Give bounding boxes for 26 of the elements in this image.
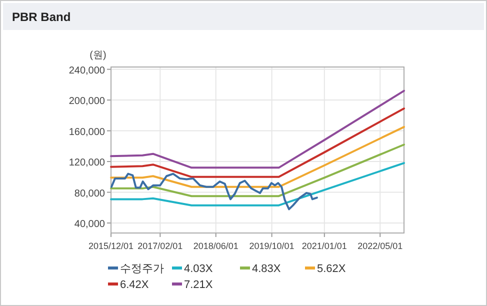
legend-label: 4.03X (184, 263, 214, 275)
x-tick-label: 2015/12/01 (88, 241, 134, 251)
legend-label: 4.83X (252, 263, 282, 275)
legend-label: 6.42X (120, 279, 150, 291)
line-series (110, 144, 405, 198)
line-series (110, 126, 405, 188)
chart-title: PBR Band (12, 10, 71, 24)
y-tick-label: 240,000 (68, 65, 106, 76)
y-tick-label: 40,000 (74, 219, 106, 230)
legend-label: 수정주가 (120, 263, 164, 275)
x-tick-label: 2019/10/01 (249, 241, 294, 251)
line-series (110, 108, 405, 178)
x-tick-label: 2017/02/01 (138, 241, 183, 251)
x-tick-label: 2021/01/01 (302, 241, 347, 251)
line-series (110, 90, 405, 169)
legend-label: 7.21X (184, 279, 214, 291)
y-tick-label: 80,000 (74, 188, 106, 200)
y-tick-label: 160,000 (68, 126, 106, 138)
y-axis-title: (원) (90, 50, 106, 61)
y-tick-label: 200,000 (68, 96, 106, 108)
line-series (110, 172, 318, 210)
line-series (110, 162, 405, 206)
x-tick-label: 2022/05/01 (358, 241, 403, 251)
y-tick-label: 120,000 (68, 158, 106, 169)
x-tick-label: 2018/06/01 (193, 241, 238, 251)
legend-label: 5.62X (317, 263, 346, 275)
